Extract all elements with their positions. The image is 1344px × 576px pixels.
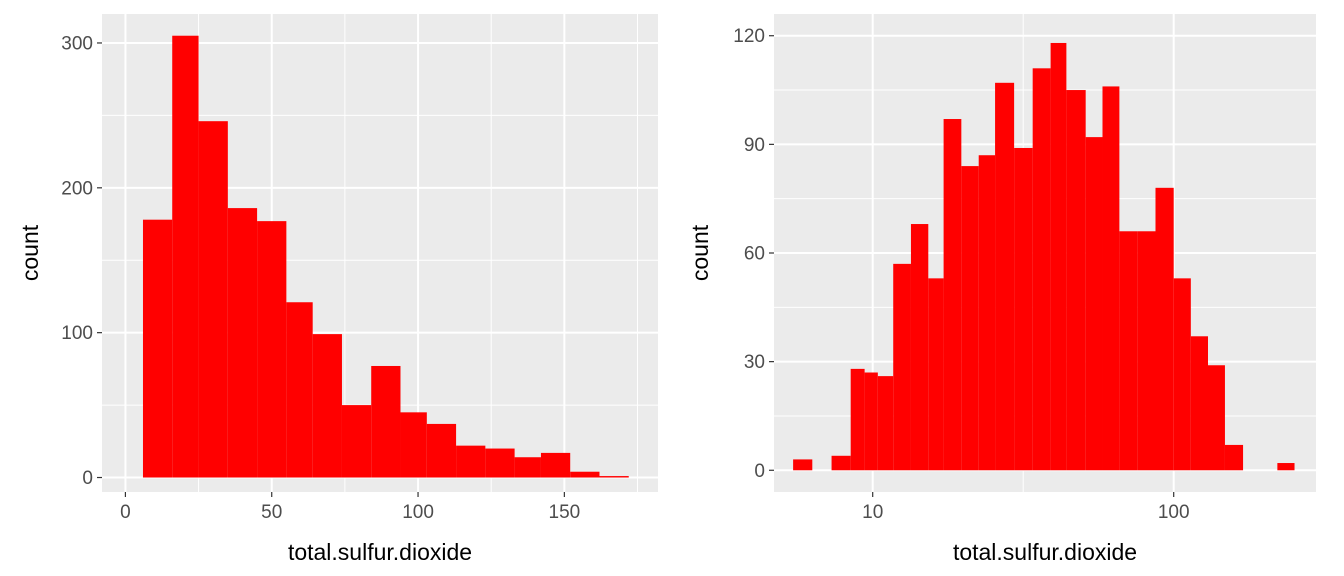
- histogram-bar: [877, 376, 894, 471]
- y-tick-label: 60: [744, 244, 765, 265]
- histogram-bar: [142, 219, 173, 478]
- histogram-bar: [172, 35, 199, 478]
- x-tick-label: 0: [120, 502, 131, 523]
- y-tick-label: 90: [744, 135, 765, 156]
- histogram-bar: [1155, 187, 1174, 471]
- histogram-bar: [995, 82, 1015, 471]
- y-axis-title: count: [687, 224, 713, 281]
- x-tick-label: 150: [549, 502, 581, 523]
- histogram-bar: [793, 459, 813, 471]
- y-tick-label: 200: [61, 178, 93, 199]
- histogram-bar: [1137, 231, 1156, 471]
- histogram-bar: [227, 208, 258, 478]
- x-tick-label: 100: [1158, 502, 1190, 523]
- histogram-bar: [485, 448, 515, 478]
- histogram-bar: [1066, 90, 1086, 471]
- chart-right-log-histogram: 0 30 60 90 120 10 100 total.sulfur.dioxide count: [687, 14, 1316, 565]
- histogram-bar: [198, 121, 228, 478]
- histogram-bar: [893, 263, 911, 471]
- histogram-bar: [1014, 147, 1033, 471]
- histogram-bar: [1277, 463, 1295, 471]
- histogram-bar: [943, 119, 962, 471]
- histogram-bar: [514, 457, 541, 478]
- histogram-bar: [1050, 42, 1067, 471]
- y-axis-title: count: [17, 224, 43, 281]
- histogram-bar: [341, 405, 372, 478]
- y-tick-label: 0: [754, 461, 765, 482]
- y-tick-label: 30: [744, 352, 765, 373]
- histogram-bar: [1224, 444, 1244, 471]
- histogram-bar: [312, 334, 342, 478]
- histogram-bar: [1085, 137, 1103, 471]
- histogram-bar: [1190, 336, 1208, 471]
- y-tick-label: 120: [733, 26, 765, 47]
- histogram-bar: [1119, 231, 1138, 471]
- x-tick-label: 10: [862, 502, 883, 523]
- histogram-bar: [257, 221, 287, 478]
- histogram-bar: [456, 445, 486, 478]
- histogram-bar: [1102, 86, 1120, 471]
- x-tick-label: 100: [402, 502, 434, 523]
- histogram-bar: [426, 423, 457, 478]
- histogram-bar: [400, 412, 427, 478]
- x-axis-title: total.sulfur.dioxide: [953, 539, 1137, 565]
- histogram-bar: [1173, 278, 1191, 471]
- histogram-bar: [910, 224, 929, 471]
- y-tick-label: 100: [61, 323, 93, 344]
- chart-left-histogram: 0 100 200 300 0 50 100 150 total.sulfur.dioxide c…: [17, 14, 658, 565]
- y-tick-label: 300: [61, 33, 93, 54]
- histogram-bar: [540, 452, 571, 478]
- x-axis-title: total.sulfur.dioxide: [288, 539, 472, 565]
- histogram-bar: [1032, 68, 1051, 471]
- x-tick-label: 50: [261, 502, 282, 523]
- histogram-bar: [1207, 365, 1225, 471]
- histogram-bar: [928, 278, 944, 471]
- histogram-bar: [961, 166, 979, 471]
- histogram-bar: [371, 365, 401, 478]
- histogram-bar: [831, 455, 851, 471]
- histogram-bar: [286, 302, 313, 478]
- histogram-bar: [978, 155, 996, 471]
- histogram-bar: [599, 476, 629, 478]
- y-tick-label: 0: [82, 468, 93, 489]
- histogram-bar: [570, 471, 600, 478]
- histogram-bar: [850, 368, 865, 471]
- histogram-bar: [864, 372, 878, 471]
